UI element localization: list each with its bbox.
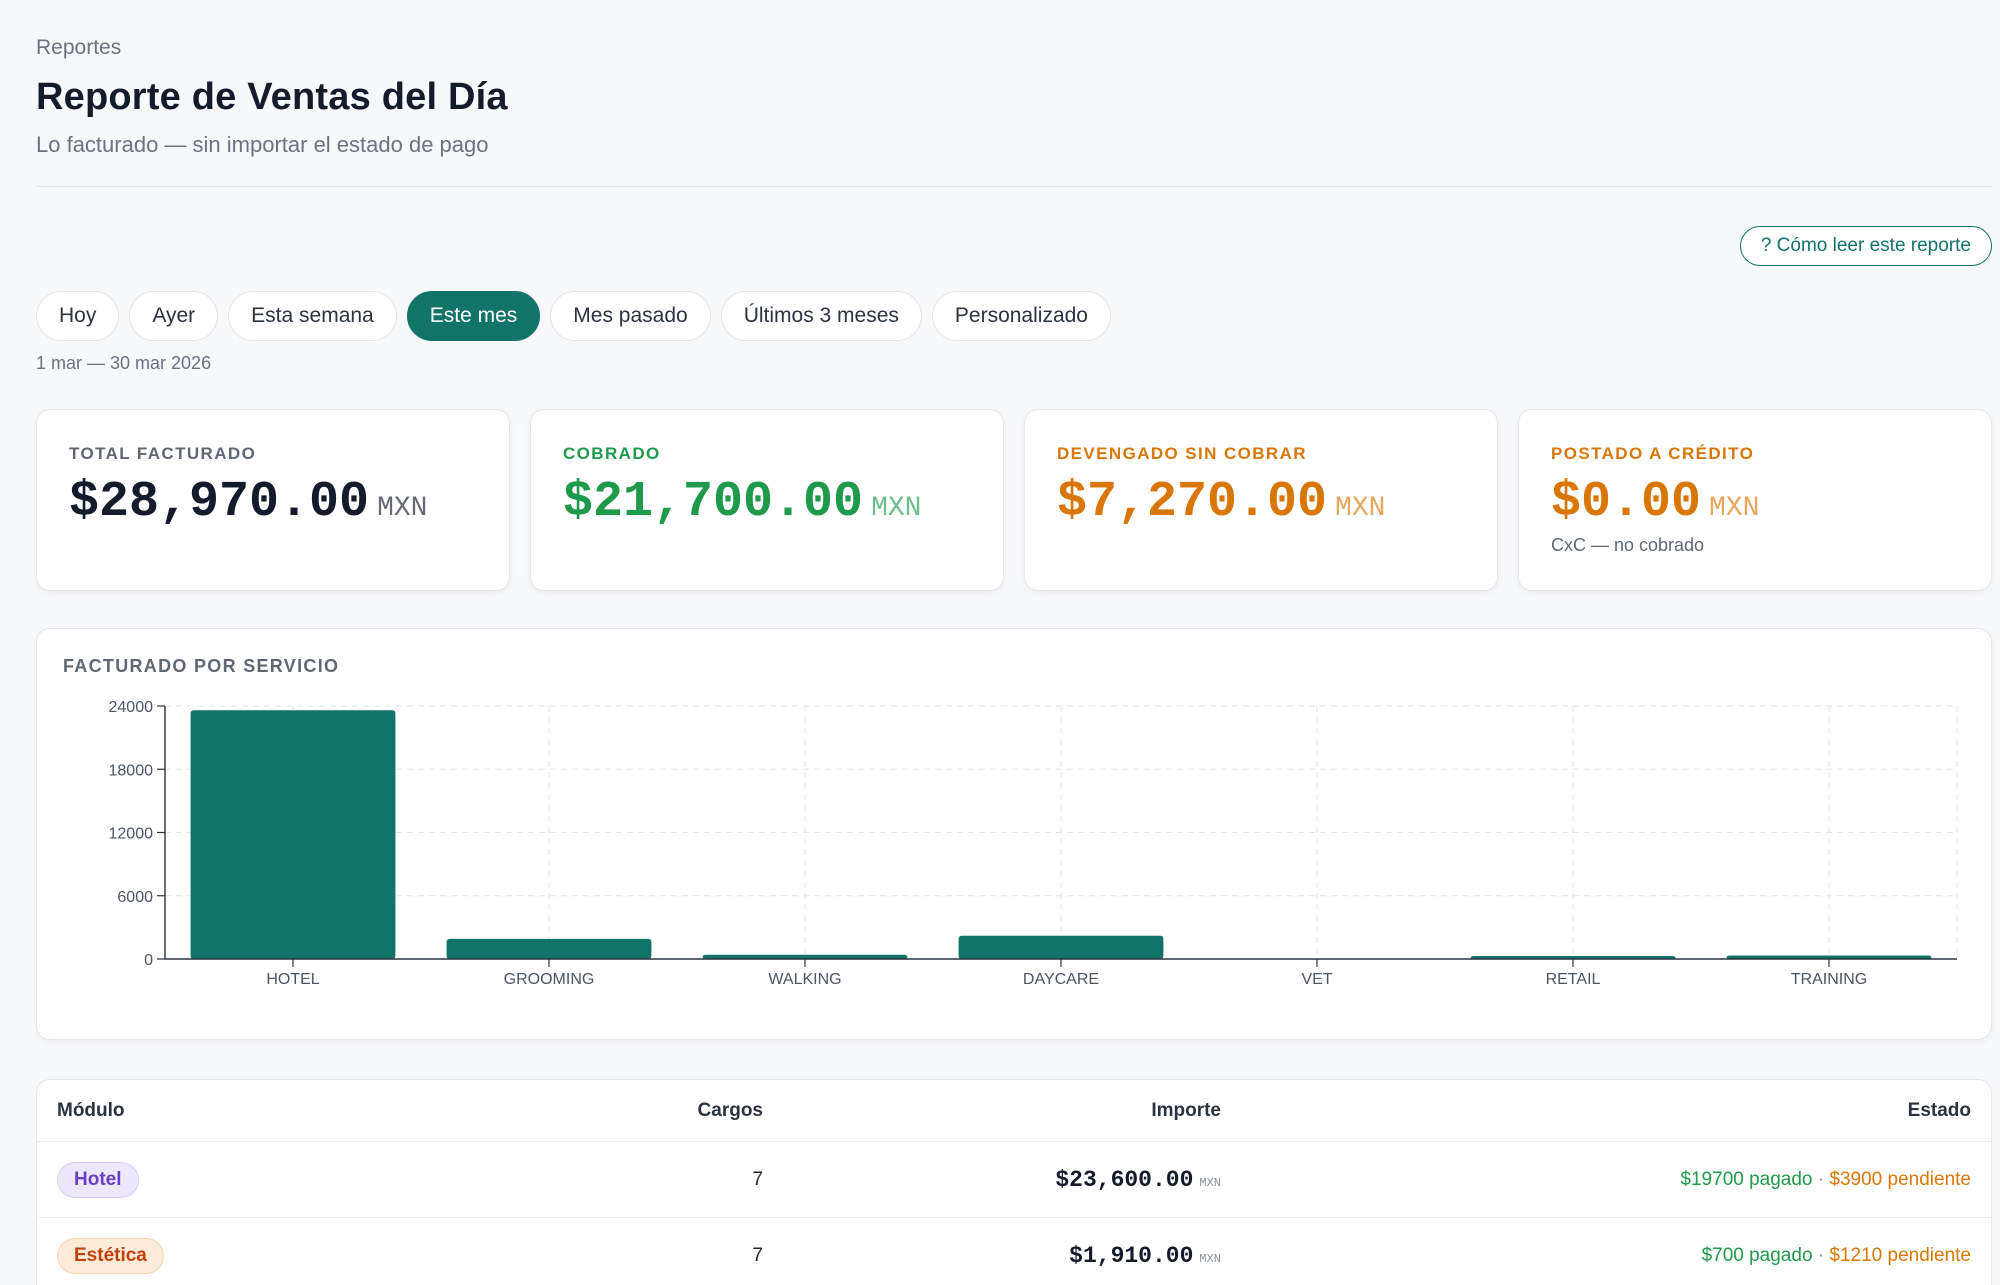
x-tick-label: VET — [1301, 971, 1332, 988]
kpi-label: TOTAL FACTURADO — [69, 444, 257, 463]
range-pill-mes-pasado[interactable]: Mes pasado — [550, 291, 711, 341]
estado-separator: · — [1817, 1168, 1825, 1190]
range-pill-hoy[interactable]: Hoy — [36, 291, 120, 341]
bar-hotel — [190, 710, 396, 959]
date-range-selector: Hoy Ayer Esta semana Este mes Mes pasado… — [36, 291, 1111, 341]
x-tick-label: DAYCARE — [1023, 971, 1099, 988]
kpi-value: $0.00 — [1551, 474, 1702, 531]
kpi-card-cobrado: COBRADO $21,700.00 MXN — [530, 409, 1004, 591]
table-header: Módulo Cargos Importe Estado — [37, 1080, 1991, 1142]
y-tick-label: 18000 — [109, 762, 154, 779]
module-badge: Estética — [57, 1237, 164, 1274]
kpi-value: $7,270.00 — [1057, 474, 1328, 531]
y-tick-label: 24000 — [109, 699, 154, 716]
kpi-label: COBRADO — [563, 444, 661, 463]
range-pill-ultimos-3-meses[interactable]: Últimos 3 meses — [720, 291, 922, 341]
bar-training — [1726, 955, 1932, 959]
importe-currency: MXN — [1199, 1251, 1221, 1266]
help-button[interactable]: ? Cómo leer este reporte — [1739, 226, 1992, 266]
breadcrumb[interactable]: Reportes — [36, 36, 122, 59]
header-cargos[interactable]: Cargos — [697, 1099, 763, 1121]
x-tick-label: HOTEL — [266, 971, 319, 988]
y-tick-label: 0 — [144, 952, 153, 969]
y-tick-label: 12000 — [109, 826, 154, 843]
range-pill-personalizado[interactable]: Personalizado — [931, 291, 1111, 341]
importe-cell: $23,600.00 — [1055, 1166, 1194, 1193]
range-pill-este-mes[interactable]: Este mes — [406, 291, 541, 341]
bar-daycare — [958, 935, 1164, 959]
pagado-text: $700 pagado — [1701, 1244, 1813, 1266]
header-modulo[interactable]: Módulo — [57, 1099, 125, 1121]
cargos-cell: 7 — [752, 1244, 763, 1266]
x-tick-label: WALKING — [768, 971, 841, 988]
page-subtitle: Lo facturado — sin importar el estado de… — [36, 132, 489, 157]
y-tick-label: 6000 — [117, 889, 153, 906]
kpi-label: DEVENGADO SIN COBRAR — [1057, 444, 1307, 463]
service-table: Módulo Cargos Importe Estado Hotel 7 $23… — [36, 1079, 1992, 1285]
kpi-card-postado-a-credito: POSTADO A CRÉDITO $0.00 MXN CxC — no cob… — [1518, 409, 1992, 591]
bar-grooming — [446, 938, 652, 959]
x-tick-label: GROOMING — [504, 971, 595, 988]
kpi-value: $21,700.00 — [563, 474, 864, 531]
estado-separator: · — [1817, 1244, 1825, 1266]
pendiente-text: $3900 pendiente — [1829, 1168, 1971, 1190]
bar-chart: 0 6000 12000 18000 24000 HOTEL GROOMING WALKING… — [109, 699, 1958, 988]
pendiente-text: $1210 pendiente — [1829, 1244, 1971, 1266]
kpi-note: CxC — no cobrado — [1551, 535, 1705, 555]
header-importe[interactable]: Importe — [1151, 1099, 1221, 1121]
table-row[interactable]: Hotel 7 $23,600.00 MXN $19700 pagado · $3… — [37, 1142, 1991, 1218]
range-pill-esta-semana[interactable]: Esta semana — [228, 291, 397, 341]
pagado-text: $19700 pagado — [1680, 1168, 1813, 1190]
importe-currency: MXN — [1199, 1175, 1221, 1190]
kpi-label: POSTADO A CRÉDITO — [1551, 444, 1755, 463]
kpi-row: TOTAL FACTURADO $28,970.00 MXN COBRADO $… — [36, 409, 1992, 591]
chart-card: FACTURADO POR SERVICIO 0 6000 12000 18000 24… — [36, 628, 1992, 1040]
cargos-cell: 7 — [752, 1168, 763, 1190]
kpi-currency: MXN — [1709, 493, 1760, 524]
importe-cell: $1,910.00 — [1069, 1242, 1194, 1269]
x-tick-label: RETAIL — [1546, 971, 1601, 988]
table-row[interactable]: Estética 7 $1,910.00 MXN $700 pagado · $1… — [37, 1218, 1991, 1285]
kpi-currency: MXN — [377, 493, 428, 524]
bar-retail — [1470, 956, 1676, 959]
date-range-label: 1 mar — 30 mar 2026 — [36, 353, 212, 373]
header-estado[interactable]: Estado — [1907, 1099, 1971, 1121]
range-pill-ayer[interactable]: Ayer — [129, 291, 219, 341]
page-title: Reporte de Ventas del Día — [36, 76, 508, 118]
header-divider — [36, 186, 1992, 187]
kpi-card-devengado-sin-cobrar: DEVENGADO SIN COBRAR $7,270.00 MXN — [1024, 409, 1498, 591]
kpi-value: $28,970.00 — [69, 474, 370, 531]
kpi-card-total-facturado: TOTAL FACTURADO $28,970.00 MXN — [36, 409, 510, 591]
module-badge: Hotel — [57, 1161, 139, 1198]
chart-title: FACTURADO POR SERVICIO — [63, 656, 340, 676]
bar-walking — [702, 954, 908, 959]
kpi-currency: MXN — [1335, 493, 1386, 524]
x-tick-label: TRAINING — [1791, 971, 1867, 988]
kpi-currency: MXN — [871, 493, 922, 524]
